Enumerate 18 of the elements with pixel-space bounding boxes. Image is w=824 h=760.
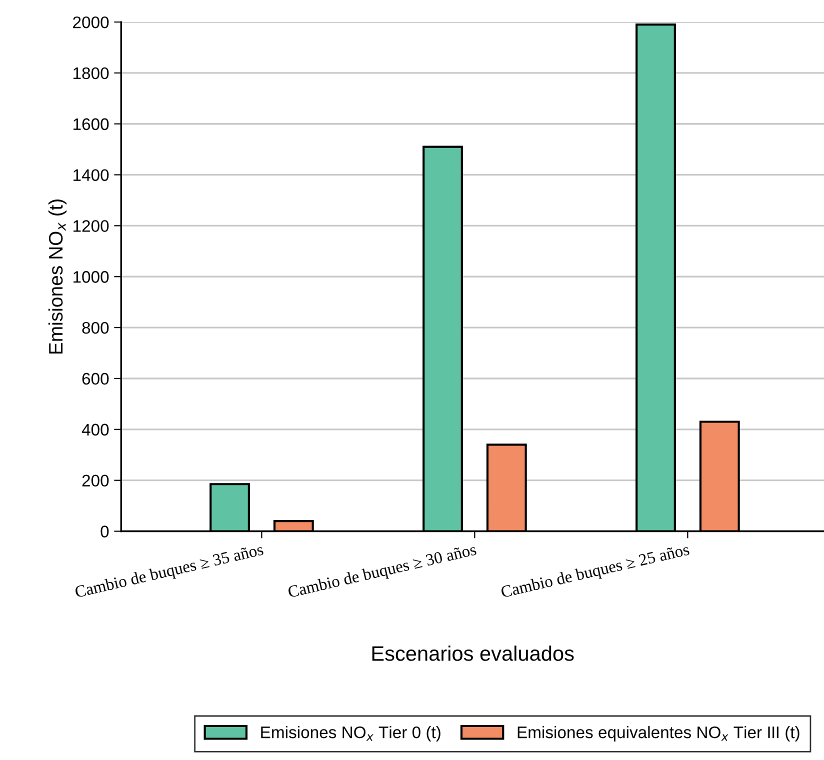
y-tick-label: 2000 (73, 16, 109, 28)
legend-label: Emisiones equivalentes NO$_{x}$ Tier III (t) (518, 726, 800, 742)
legend-label: Emisiones NO$_{x}$ Tier 0 (t) (261, 726, 440, 742)
y-tick-label: 1600 (74, 118, 109, 130)
y-tick-label: 1000 (74, 271, 109, 283)
y-tick-label: 1800 (74, 67, 109, 80)
x-axis-title: Escenarios evaluados (372, 646, 574, 661)
y-tick-label: 1200 (74, 220, 109, 232)
x-tick-label: Cambio de buques ≥ 35 años (74, 543, 265, 602)
y-tick-label: 800 (82, 322, 109, 334)
y-tick-label: 600 (82, 372, 109, 385)
x-tick-label: Cambio de buques ≥ 25 años (500, 543, 690, 602)
y-tick-label: 400 (82, 424, 109, 436)
x-tick-label: Cambio de buques ≥ 30 años (287, 543, 478, 602)
y-tick-label: 0 (100, 526, 109, 538)
y-tick-label: 200 (82, 474, 109, 487)
y-axis-title: Emisiones NO$_{x}$ (t) (48, 200, 67, 354)
y-tick-label: 1400 (74, 169, 109, 182)
